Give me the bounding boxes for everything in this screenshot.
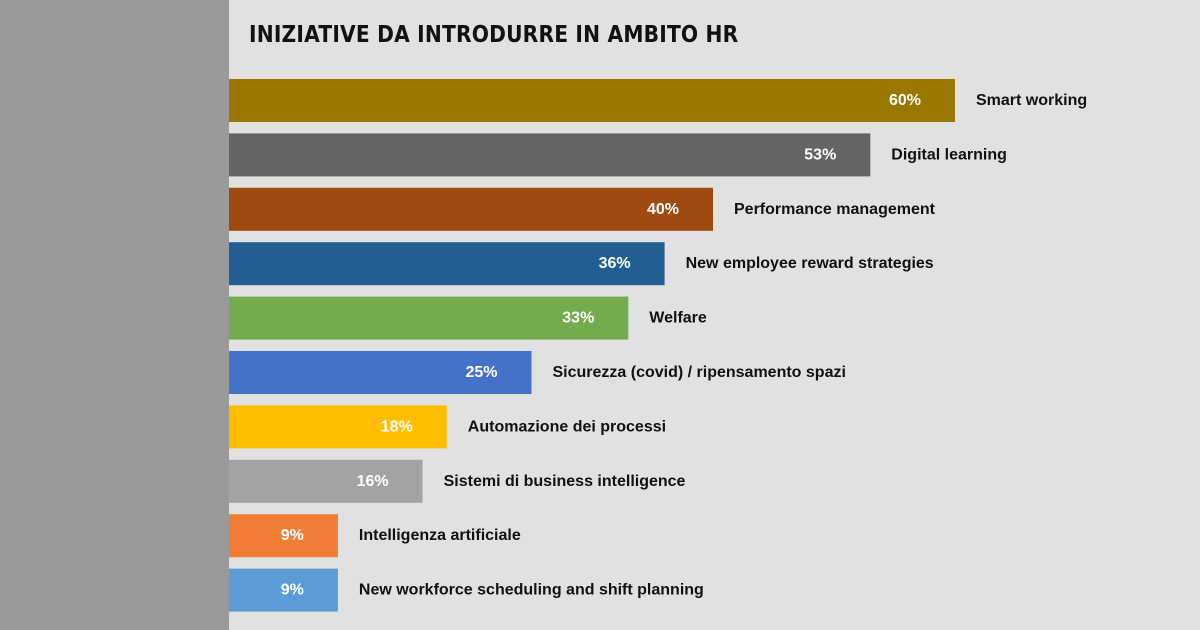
side-panel: [0, 0, 229, 630]
bar-4: [229, 296, 629, 340]
bar-3: [229, 242, 665, 286]
category-label-1: Digital learning: [891, 146, 1007, 163]
bar-2: [229, 187, 713, 231]
bar-9: [229, 568, 338, 612]
value-label-4: 33%: [562, 310, 594, 327]
bar-8: [229, 514, 338, 558]
category-label-4: Welfare: [649, 310, 707, 327]
category-label-9: New workforce scheduling and shift plann…: [359, 582, 704, 599]
bar-0: [229, 79, 955, 122]
value-label-8: 9%: [281, 527, 304, 544]
category-label-7: Sistemi di business intelligence: [444, 473, 686, 490]
bar-6: [229, 405, 447, 449]
value-label-9: 9%: [281, 582, 304, 599]
category-label-0: Smart working: [976, 92, 1087, 109]
value-label-1: 53%: [804, 146, 836, 163]
bar-7: [229, 459, 423, 503]
value-label-6: 18%: [381, 418, 413, 435]
chart-title: INIZIATIVE DA INTRODURRE IN AMBITO HR: [249, 22, 739, 48]
category-label-5: Sicurezza (covid) / ripensamento spazi: [553, 364, 846, 381]
value-label-0: 60%: [889, 92, 921, 109]
bar-5: [229, 351, 532, 394]
category-label-6: Automazione dei processi: [468, 418, 666, 435]
category-label-8: Intelligenza artificiale: [359, 527, 521, 544]
category-label-2: Performance management: [734, 201, 936, 218]
value-label-5: 25%: [465, 364, 497, 381]
bar-1: [229, 133, 871, 177]
value-label-2: 40%: [647, 201, 679, 218]
value-label-3: 36%: [599, 255, 631, 272]
category-label-3: New employee reward strategies: [686, 255, 934, 272]
value-label-7: 16%: [357, 473, 389, 490]
